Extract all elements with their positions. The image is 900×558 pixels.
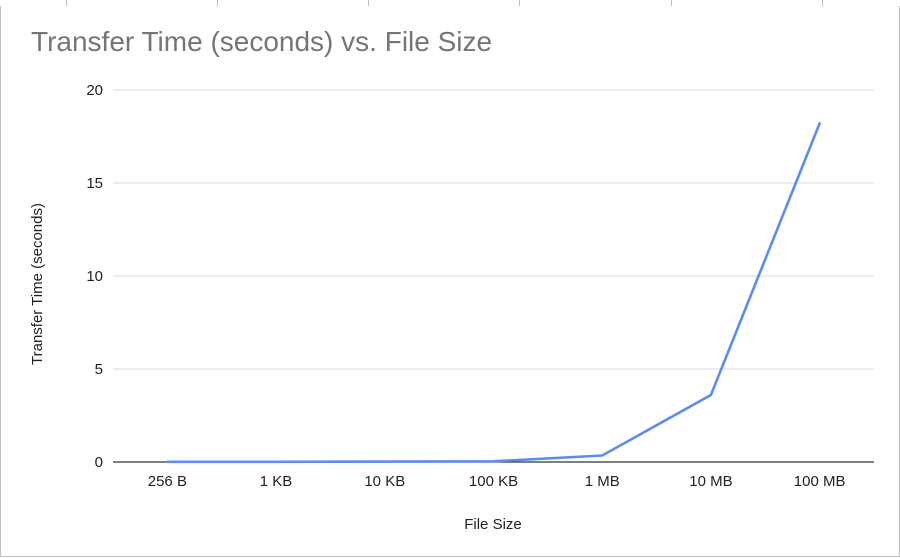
y-tick-label: 15 [86,175,103,192]
x-tick-label: 10 MB [689,473,732,490]
x-tick-label: 100 MB [794,473,846,490]
data-point[interactable] [710,394,712,396]
x-axis-ticks: 256 B 1 KB 10 KB 100 KB 1 MB 10 MB 100 MB [148,473,846,490]
y-tick-label: 5 [95,361,103,378]
chart-title: Transfer Time (seconds) vs. File Size [31,26,493,57]
column-divider [217,0,218,6]
series-line[interactable] [166,122,821,464]
data-point[interactable] [166,461,168,463]
y-axis-ticks: 0 5 10 15 20 [86,82,103,471]
chart-container[interactable] [0,6,900,557]
data-point[interactable] [384,461,386,463]
y-tick-label: 0 [95,454,103,471]
x-axis-title: File Size [464,516,522,533]
data-point[interactable] [275,461,277,463]
data-point[interactable] [819,122,821,124]
column-divider [519,0,520,6]
x-tick-label: 1 MB [585,473,620,490]
x-tick-label: 100 KB [469,473,518,490]
x-tick-label: 1 KB [260,473,293,490]
column-divider [822,0,823,6]
y-axis-title: Transfer Time (seconds) [29,203,46,365]
y-tick-label: 10 [86,268,103,285]
data-point[interactable] [601,454,603,456]
y-tick-label: 20 [86,82,103,99]
x-tick-label: 10 KB [364,473,405,490]
x-tick-label: 256 B [148,473,187,490]
column-divider [671,0,672,6]
column-divider [66,0,67,6]
data-point[interactable] [493,460,494,462]
column-divider [368,0,369,6]
series-lines [166,122,821,464]
